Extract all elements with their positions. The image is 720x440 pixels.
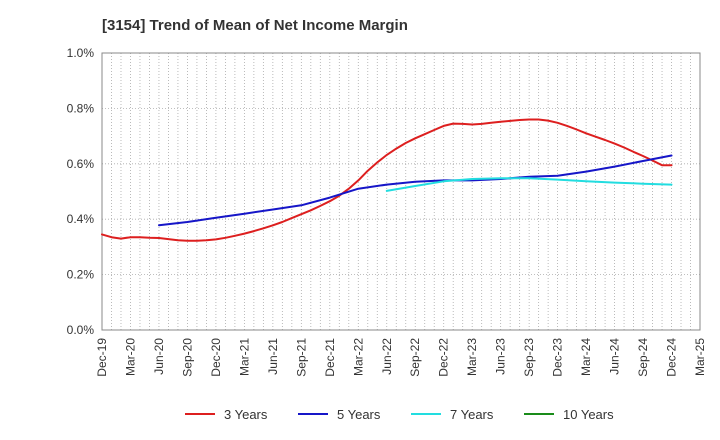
y-tick-label: 0.2% <box>67 268 95 282</box>
x-tick-label: Mar-20 <box>123 338 137 376</box>
x-tick-label: Jun-21 <box>266 338 280 375</box>
y-tick-label: 0.6% <box>67 157 95 171</box>
x-tick-label: Mar-24 <box>579 338 593 376</box>
x-tick-label: Mar-21 <box>237 338 251 376</box>
y-tick-label: 0.0% <box>67 323 95 337</box>
x-tick-label: Mar-25 <box>693 338 707 376</box>
x-tick-label: Sep-21 <box>294 338 308 377</box>
y-axis: 0.0% 0.2% 0.4% 0.6% 0.8% 1.0% <box>67 46 95 337</box>
legend-label-3-years: 3 Years <box>224 407 268 422</box>
y-tick-label: 0.4% <box>67 212 95 226</box>
x-tick-label: Mar-23 <box>465 338 479 376</box>
chart-grid <box>102 53 700 330</box>
x-tick-label: Dec-19 <box>95 338 109 377</box>
x-tick-label: Dec-24 <box>665 338 679 377</box>
x-tick-label: Jun-20 <box>152 338 166 375</box>
x-tick-label: Dec-22 <box>437 338 451 377</box>
plot-frame <box>101 52 701 331</box>
x-tick-label: Sep-20 <box>180 338 194 377</box>
legend-label-5-years: 5 Years <box>337 407 381 422</box>
x-tick-label: Jun-23 <box>494 338 508 375</box>
x-tick-label: Dec-20 <box>209 338 223 377</box>
x-tick-label: Jun-22 <box>380 338 394 375</box>
x-tick-label: Sep-24 <box>636 338 650 377</box>
x-tick-label: Dec-23 <box>551 338 565 377</box>
series-lines <box>101 118 673 242</box>
legend: 3 Years 5 Years 7 Years 10 Years <box>185 407 614 422</box>
series-line-7-years <box>385 177 673 192</box>
legend-label-7-years: 7 Years <box>450 407 494 422</box>
y-tick-label: 1.0% <box>67 46 95 60</box>
series-line-5-years <box>158 154 673 227</box>
x-tick-label: Jun-24 <box>608 338 622 375</box>
x-tick-label: Sep-23 <box>522 338 536 377</box>
x-tick-label: Mar-22 <box>351 338 365 376</box>
y-tick-label: 0.8% <box>67 101 95 115</box>
x-axis: Dec-19 Mar-20 Jun-20 Sep-20 Dec-20 Mar-21 Jun-… <box>95 338 707 377</box>
chart-title: [3154] Trend of Mean of Net Income Margi… <box>102 17 408 34</box>
x-tick-label: Dec-21 <box>323 338 337 377</box>
x-tick-label: Sep-22 <box>408 338 422 377</box>
series-line-3-years <box>101 118 673 242</box>
legend-label-10-years: 10 Years <box>563 407 614 422</box>
